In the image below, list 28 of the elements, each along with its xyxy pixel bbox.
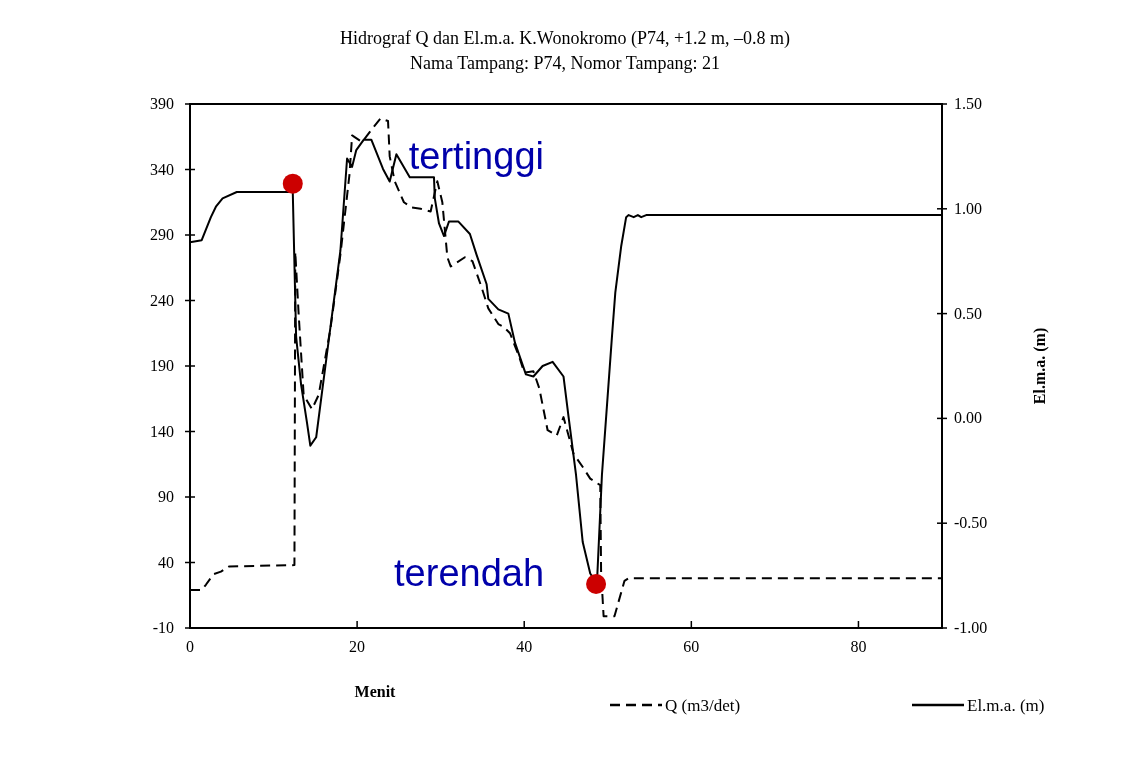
legend-label: El.m.a. (m) xyxy=(967,696,1045,715)
y2-tick-label: 1.50 xyxy=(954,95,982,112)
x-tick-label: 60 xyxy=(683,638,700,655)
y-tick-label: 140 xyxy=(150,422,174,440)
y-tick-label: 240 xyxy=(150,291,174,309)
y2-tick-label: 0.50 xyxy=(954,304,982,322)
y-tick-label: 340 xyxy=(150,160,174,178)
y-tick-label: 290 xyxy=(150,226,174,243)
x-tick-label: 80 xyxy=(850,638,867,655)
y2-tick-label: -0.50 xyxy=(954,514,988,532)
y2-axis-title: El.m.a. (m) xyxy=(1031,327,1049,405)
y-tick-label: 40 xyxy=(158,553,174,571)
y-tick-label: 90 xyxy=(158,488,174,505)
chart-title: Hidrograf Q dan El.m.a. K.Wonokromo (P74, +1.2 m, –0.8 m) xyxy=(339,28,791,49)
x-tick-label: 40 xyxy=(516,638,533,655)
y2-tick-label: -1.00 xyxy=(954,619,988,636)
y2-tick-label: 0.00 xyxy=(954,409,982,427)
x-tick-label: 20 xyxy=(349,638,366,655)
y-tick-label: 190 xyxy=(150,357,174,374)
y2-tick-label: 1.00 xyxy=(954,199,982,217)
y-tick-label: 390 xyxy=(150,95,174,112)
x-tick-label: 0 xyxy=(186,638,194,655)
annotation: terendah xyxy=(394,551,545,594)
x-axis-title: Menit xyxy=(354,683,397,700)
legend-label: Q (m3/det) xyxy=(665,696,741,715)
y-tick-label: -10 xyxy=(152,619,174,636)
chart-subtitle: Nama Tampang: P74, Nomor Tampang: 21 xyxy=(410,53,720,73)
annotation: tertinggi xyxy=(408,134,544,177)
